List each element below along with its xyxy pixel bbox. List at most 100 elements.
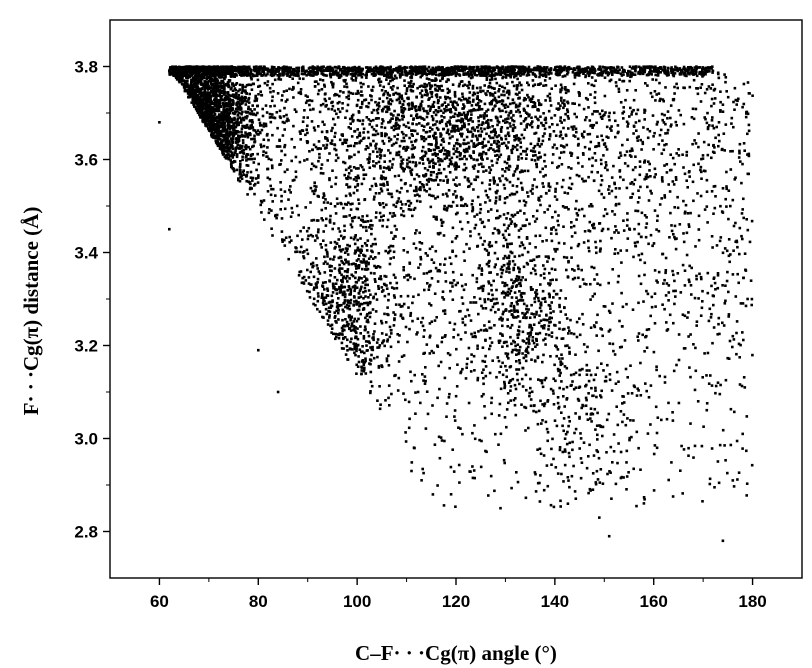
- data-point: [507, 381, 511, 384]
- data-point: [391, 163, 394, 166]
- data-point: [175, 78, 179, 81]
- data-point: [324, 207, 327, 210]
- data-point: [439, 132, 442, 135]
- data-point: [464, 142, 468, 145]
- data-point: [199, 97, 202, 100]
- data-point: [346, 144, 350, 148]
- data-point: [573, 135, 577, 138]
- data-point: [488, 102, 492, 105]
- data-point: [598, 112, 602, 116]
- data-point: [512, 304, 516, 308]
- data-point: [421, 162, 425, 165]
- data-point: [368, 160, 371, 163]
- data-point: [732, 338, 736, 341]
- data-point: [220, 116, 223, 120]
- data-point: [529, 331, 533, 334]
- data-point: [314, 165, 318, 169]
- data-point: [358, 289, 362, 292]
- data-point: [481, 140, 484, 144]
- data-point: [187, 88, 191, 92]
- data-point: [484, 169, 488, 172]
- data-point: [561, 450, 565, 454]
- data-point: [480, 304, 483, 308]
- data-point: [406, 340, 409, 344]
- data-point: [313, 184, 316, 188]
- data-point: [475, 175, 478, 179]
- data-point: [334, 282, 338, 285]
- data-point: [494, 263, 497, 266]
- data-point: [339, 90, 342, 93]
- data-point: [391, 78, 394, 82]
- data-point: [431, 104, 435, 108]
- data-point: [236, 130, 239, 133]
- data-point: [461, 95, 465, 98]
- data-point: [357, 249, 360, 252]
- data-point: [396, 137, 399, 141]
- data-point: [588, 369, 591, 372]
- data-point: [571, 448, 574, 452]
- data-point: [568, 420, 571, 423]
- data-point: [356, 118, 360, 122]
- data-point: [374, 133, 377, 137]
- data-point: [533, 315, 536, 319]
- data-point: [342, 215, 346, 218]
- data-point: [544, 343, 547, 346]
- data-point: [253, 157, 256, 161]
- data-point: [349, 290, 353, 294]
- data-point: [500, 138, 503, 141]
- data-point: [355, 331, 358, 335]
- data-point: [727, 315, 730, 318]
- data-point: [449, 116, 452, 119]
- data-point: [357, 216, 361, 220]
- data-point: [419, 92, 422, 95]
- data-point: [203, 91, 207, 94]
- data-point: [368, 188, 372, 191]
- data-point: [564, 344, 567, 348]
- data-point: [574, 497, 578, 500]
- data-point: [222, 135, 225, 139]
- data-point: [526, 263, 530, 266]
- data-point: [230, 126, 234, 129]
- data-point: [309, 270, 312, 274]
- data-point: [429, 170, 433, 174]
- data-point: [612, 450, 616, 453]
- data-point: [211, 118, 214, 121]
- data-point: [446, 206, 449, 210]
- data-point: [488, 134, 491, 138]
- data-point: [498, 195, 502, 198]
- data-point: [390, 144, 394, 147]
- data-point: [582, 107, 586, 111]
- data-point: [512, 266, 515, 270]
- data-point: [528, 394, 531, 398]
- data-point: [445, 66, 448, 70]
- data-point: [326, 287, 329, 290]
- data-point: [607, 115, 611, 118]
- data-point: [482, 392, 485, 396]
- data-point: [333, 255, 336, 259]
- data-point: [219, 131, 222, 135]
- data-point: [584, 96, 588, 100]
- data-point: [494, 77, 497, 81]
- data-point: [525, 341, 528, 345]
- data-point: [470, 110, 473, 113]
- data-point: [214, 124, 218, 128]
- data-point: [333, 205, 337, 208]
- data-point: [394, 127, 397, 130]
- data-point: [533, 150, 537, 153]
- data-point: [484, 201, 487, 204]
- data-point: [383, 294, 387, 298]
- data-point: [503, 461, 506, 465]
- data-point: [642, 300, 645, 303]
- data-point: [229, 159, 232, 162]
- data-point: [414, 65, 417, 69]
- data-point: [455, 101, 458, 104]
- data-point: [518, 104, 521, 108]
- data-point: [587, 491, 590, 495]
- data-point: [231, 108, 234, 111]
- data-point: [215, 105, 219, 109]
- data-point: [393, 296, 396, 299]
- data-point: [491, 109, 494, 112]
- data-point: [683, 314, 687, 318]
- data-point: [573, 490, 577, 493]
- data-point: [365, 260, 368, 263]
